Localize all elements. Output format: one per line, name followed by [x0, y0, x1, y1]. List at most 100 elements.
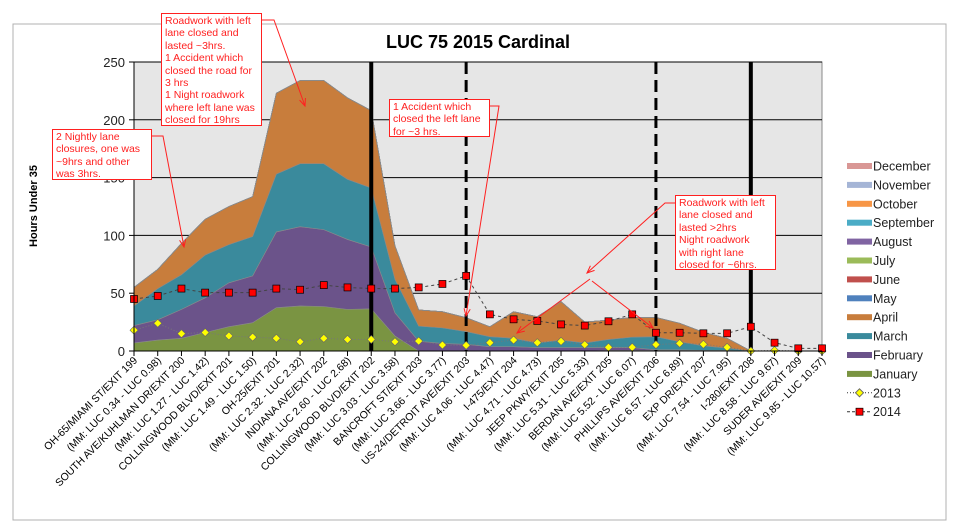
- annotation-arrow: [516, 278, 591, 334]
- annotation-arrow-head: [645, 320, 655, 329]
- legend-label: February: [873, 349, 924, 363]
- point-2013: [366, 335, 376, 344]
- point-2014: [486, 310, 494, 319]
- point-2013: [698, 339, 708, 349]
- y-tick-label: 100: [103, 228, 125, 243]
- point-2013: [556, 336, 566, 346]
- legend-label: September: [873, 216, 934, 230]
- legend-label: January: [873, 367, 918, 381]
- legend-marker-2014: [855, 407, 864, 416]
- annotation-roadwork-accident: Roadwork with left lane closed and lasted …: [161, 13, 262, 126]
- point-2014: [414, 283, 423, 292]
- legend-swatch-december: [847, 163, 872, 169]
- point-2013: [343, 335, 352, 344]
- annotation-line: Night roadwork: [679, 234, 750, 247]
- point-2014: [770, 338, 779, 347]
- point-2014: [699, 329, 708, 338]
- y-tick-label: 200: [103, 113, 125, 128]
- legend-label: April: [873, 311, 898, 325]
- point-2014: [604, 317, 613, 326]
- legend-marker-2013: [854, 388, 865, 398]
- line-series: [129, 272, 827, 356]
- area-december: [133, 80, 822, 352]
- annotation-line: closed the left lane: [393, 113, 481, 126]
- legend-label: 2013: [873, 386, 901, 400]
- annotation-arrow: [152, 135, 185, 248]
- y-axis-label: Hours Under 35: [28, 165, 40, 247]
- point-2013: [177, 329, 186, 339]
- annotation-line: where left lane was: [165, 101, 255, 114]
- point-2014: [675, 328, 684, 337]
- annotation-line: ~9hrs and other: [56, 155, 130, 168]
- point-2013: [319, 333, 329, 343]
- annotation-line: Roadwork with left: [165, 15, 251, 27]
- annotation-arrows: [152, 19, 675, 334]
- legend-label: June: [873, 273, 900, 287]
- point-2013: [414, 336, 424, 346]
- point-2013: [390, 337, 400, 347]
- legend-label: August: [873, 235, 912, 249]
- point-2013: [437, 340, 447, 350]
- point-2013: [248, 332, 258, 342]
- annotation-line: lasted >2hrs: [679, 221, 737, 234]
- annotation-arrow: [262, 19, 306, 107]
- legend-label: July: [873, 254, 896, 268]
- legend-label: 2014: [873, 405, 901, 419]
- point-2013: [485, 338, 495, 348]
- point-2014: [201, 288, 210, 297]
- annotation-line: Roadwork with left: [679, 197, 765, 209]
- y-tick-label: 50: [111, 286, 125, 301]
- annotation-arrow-head: [515, 325, 525, 334]
- point-2013: [200, 328, 210, 337]
- annotation-line: closed for 19hrs: [165, 114, 240, 127]
- legend-swatch-march: [847, 333, 872, 340]
- point-2014: [652, 328, 660, 337]
- legend-swatch-may: [847, 295, 872, 302]
- point-2014: [248, 288, 257, 297]
- legend-swatch-june: [847, 276, 872, 283]
- annotation-arrow-head: [299, 97, 306, 108]
- chart-title: LUC 75 2015 Cardinal: [386, 32, 570, 52]
- annotation-arrow-head: [463, 308, 471, 318]
- line-2014: [133, 275, 822, 349]
- point-2014: [296, 285, 304, 294]
- point-2013: [532, 338, 542, 348]
- legend-swatch-august: [847, 238, 872, 245]
- legend-label: May: [873, 292, 897, 306]
- point-2014: [723, 329, 731, 338]
- point-2013: [651, 340, 661, 350]
- annotation-line: closed the road for: [165, 64, 252, 77]
- point-2013: [153, 318, 163, 328]
- annotation-line: 1 Accident which: [165, 52, 244, 65]
- annotation-line: lane closed and: [679, 209, 753, 222]
- point-2014: [343, 283, 352, 292]
- legend: December November October September August Ju…: [847, 160, 934, 419]
- legend-swatch-january: [847, 370, 872, 377]
- point-2014: [580, 321, 589, 330]
- legend-swatch-february: [847, 352, 872, 358]
- legend-label: November: [873, 178, 931, 192]
- annotation-arrow: [465, 105, 500, 317]
- point-2013: [224, 331, 234, 341]
- point-2014: [557, 320, 565, 329]
- point-2013: [509, 335, 519, 345]
- point-2013: [461, 340, 471, 350]
- point-2014: [509, 315, 518, 324]
- point-2014: [153, 292, 162, 300]
- legend-label: December: [873, 160, 931, 174]
- point-2014: [391, 284, 399, 293]
- legend-swatch-october: [847, 200, 872, 207]
- legend-label: October: [873, 197, 917, 211]
- point-2014: [272, 284, 281, 293]
- point-2014: [438, 280, 447, 288]
- annotation-line: closures, one was: [56, 143, 141, 156]
- point-2013: [580, 340, 590, 350]
- annotation-line: with right lane: [679, 246, 744, 259]
- point-2014: [225, 288, 233, 297]
- annotation-line: 3 hrs: [165, 77, 189, 90]
- point-2014: [462, 272, 470, 280]
- annotation-arrow: [591, 280, 654, 329]
- annotation-line: 2 Nightly lane: [56, 131, 120, 143]
- point-2014: [367, 284, 376, 293]
